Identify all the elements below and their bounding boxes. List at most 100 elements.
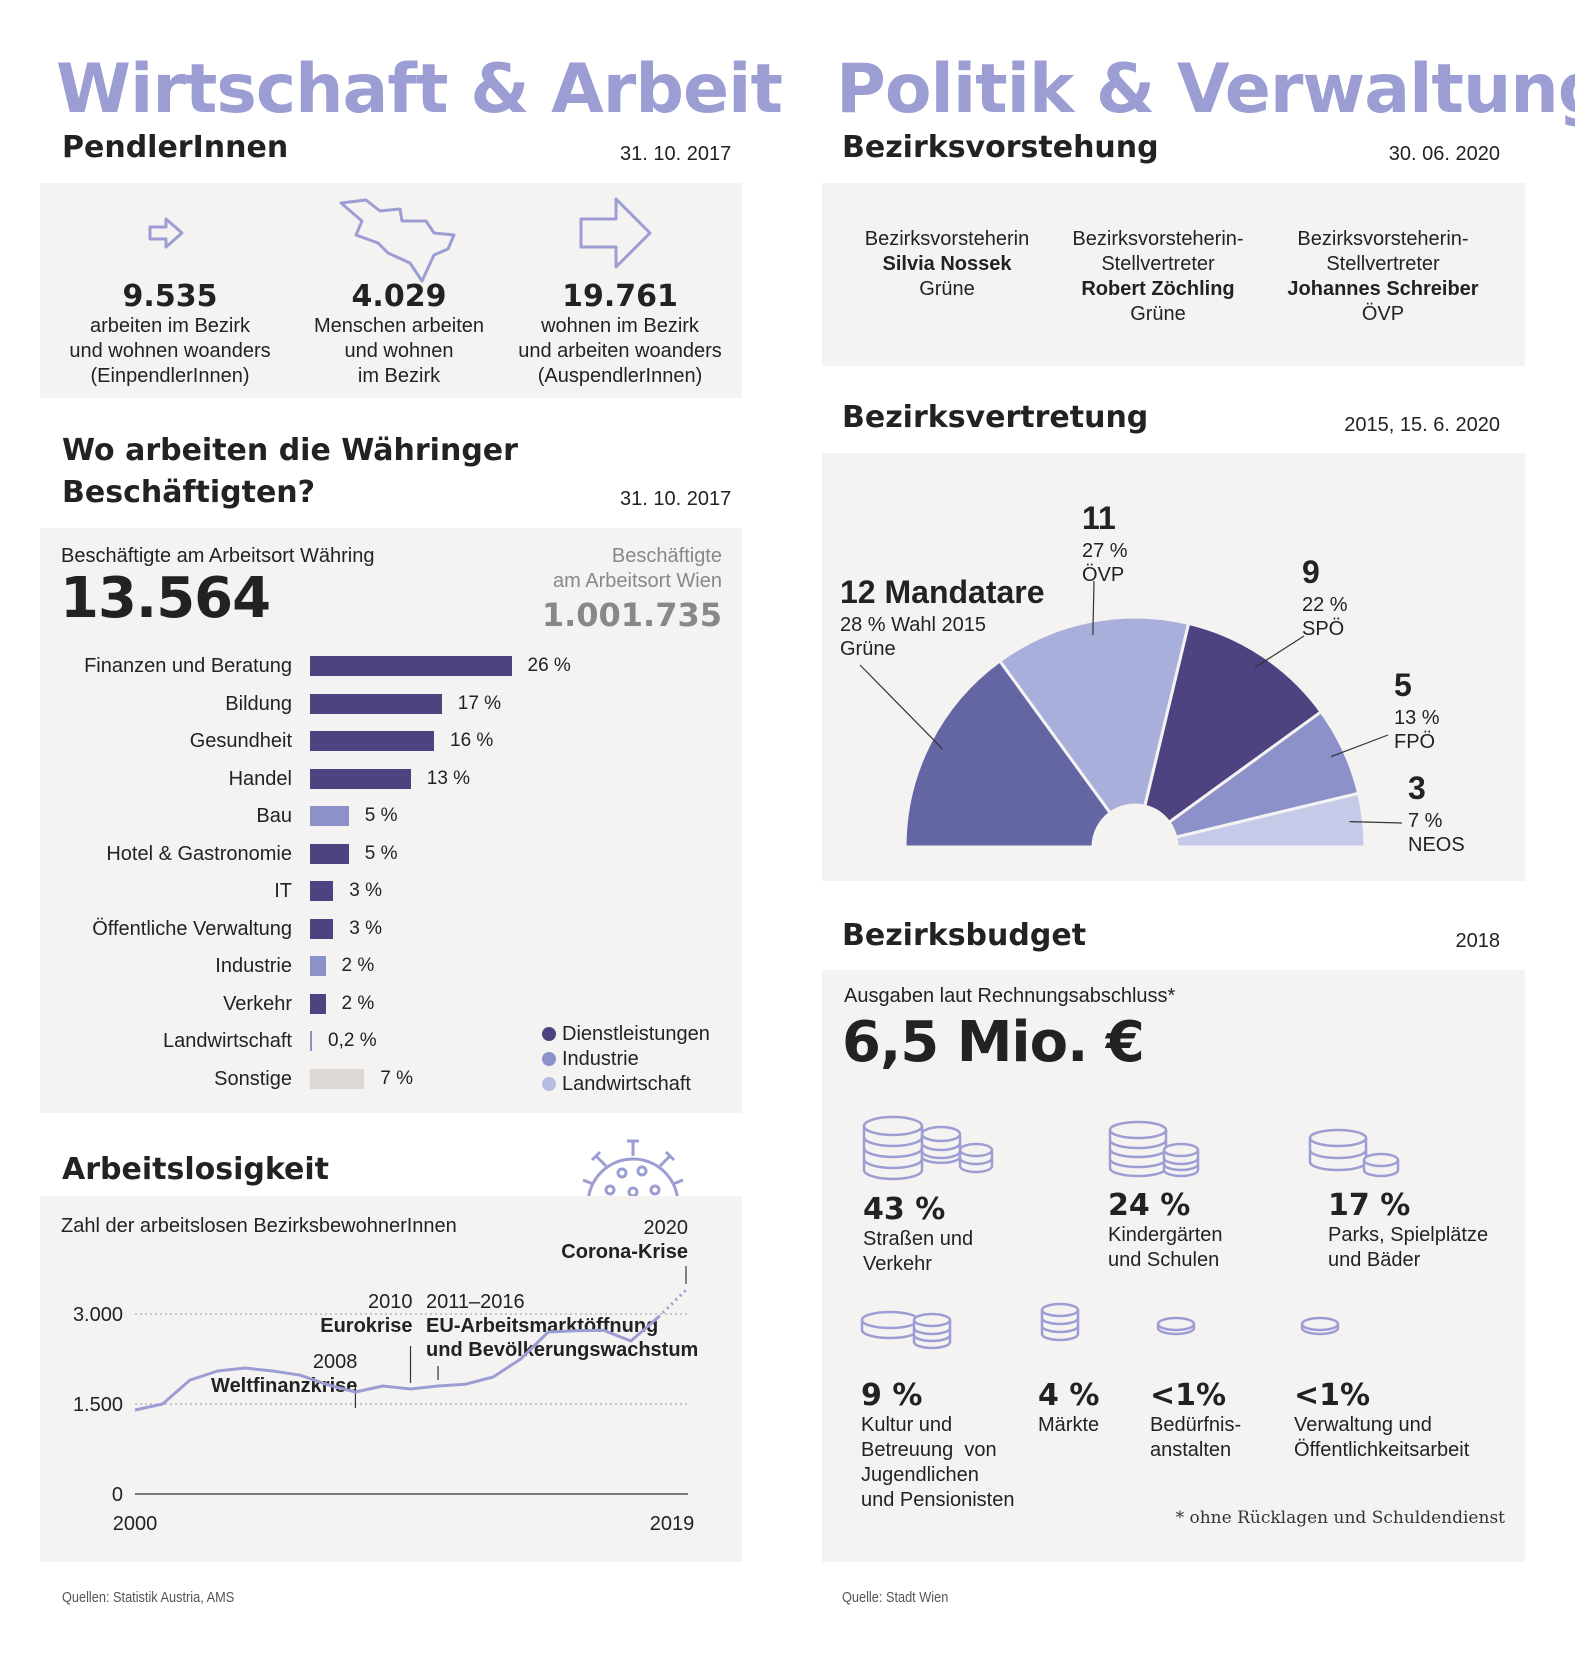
- bar-legend: Dienstleistungen Industrie Landwirtschaf…: [542, 1022, 710, 1097]
- budget-pct: 4 %: [1038, 1378, 1100, 1413]
- legend-dot: [542, 1027, 556, 1041]
- budget-label: Ausgaben laut Rechnungsabschluss*: [844, 985, 1176, 1007]
- vorstehung-heading: Bezirksvorstehung: [842, 130, 1159, 165]
- budget-text: und Pensionisten: [861, 1489, 1015, 1511]
- budget-pct: 9 %: [861, 1378, 923, 1413]
- bar-category-label: Öffentliche Verwaltung: [92, 917, 292, 940]
- pendler-out-line: wohnen im Bezirk: [541, 315, 699, 337]
- budget-text: Bedürfnis-: [1150, 1414, 1242, 1436]
- left-title: Wirtschaft & Arbeit: [56, 50, 783, 129]
- pendler-panel: 9.535 arbeiten im Bezirk und wohnen woan…: [40, 183, 742, 398]
- bar-value-label: 16 %: [450, 730, 494, 751]
- bar-category-label: Hotel & Gastronomie: [106, 842, 292, 865]
- x-tick-label: 2019: [650, 1513, 695, 1535]
- budget-item-toilets: <1% Bedürfnis- anstalten: [1150, 1378, 1241, 1463]
- vorstehung-date: 30. 06. 2020: [1388, 143, 1500, 165]
- bar: [310, 731, 434, 751]
- person-name: Robert Zöchling: [1081, 278, 1235, 300]
- pendler-local-value: 4.029: [351, 279, 447, 314]
- budget-item-schools: 24 % Kindergärten und Schulen: [1108, 1188, 1223, 1273]
- coins-stack-medium-icon: [1108, 1120, 1200, 1178]
- coins-stack-small-icon: [1308, 1128, 1400, 1178]
- pendler-local-line: im Bezirk: [357, 365, 441, 387]
- budget-text: Betreuung von: [861, 1439, 997, 1461]
- pendler-local-line: Menschen arbeiten: [313, 315, 485, 337]
- legend-item-industry: Industrie: [542, 1047, 710, 1072]
- bar-category-label: IT: [274, 880, 292, 902]
- projection-line: [657, 1288, 688, 1319]
- budget-pct: <1%: [1150, 1378, 1227, 1413]
- budget-item-culture: 9 % Kultur und Betreuung von Jugendliche…: [861, 1378, 1014, 1513]
- bar-category-label: Verkehr: [223, 992, 292, 1015]
- seat-slice-spö: [1142, 621, 1324, 825]
- pendler-heading: PendlerInnen: [62, 130, 289, 165]
- coin-single-icon: [1300, 1316, 1340, 1336]
- legend-item-services: Dienstleistungen: [542, 1022, 710, 1047]
- pendler-in-line: und wohnen woanders: [69, 340, 271, 362]
- budget-text: Kindergärten: [1108, 1224, 1223, 1246]
- coins-stack-large-icon: [862, 1115, 994, 1181]
- person-2: Bezirksvorsteherin- Stellvertreter Rober…: [1048, 227, 1268, 327]
- bar: [310, 956, 326, 976]
- bar-value-label: 17 %: [457, 692, 502, 714]
- person-role: Bezirksvorsteherin-: [1297, 228, 1469, 250]
- budget-text: Kultur und: [861, 1414, 953, 1436]
- budget-text: Verkehr: [863, 1253, 932, 1275]
- local-label: Beschäftigte am Arbeitsort Währing: [61, 545, 375, 567]
- budget-date: 2018: [1455, 930, 1501, 952]
- district-map-icon: [339, 198, 456, 283]
- budget-item-roads: 43 % Straßen und Verkehr: [863, 1192, 973, 1277]
- person-name: Johannes Schreiber: [1287, 278, 1479, 300]
- person-party: ÖVP: [1361, 303, 1405, 325]
- budget-panel: Ausgaben laut Rechnungsabschluss* 6,5 Mi…: [822, 970, 1525, 1562]
- budget-text: Verwaltung und: [1294, 1414, 1432, 1436]
- budget-pct: 17 %: [1328, 1188, 1411, 1223]
- person-party: Grüne: [1130, 303, 1186, 325]
- bar-category-label: Sonstige: [214, 1067, 292, 1090]
- pendler-item-local: 4.029 Menschen arbeiten und wohnen im Be…: [284, 279, 514, 389]
- slice-pct-label: 28 % Wahl 2015: [840, 614, 986, 636]
- person-3: Bezirksvorsteherin- Stellvertreter Johan…: [1258, 227, 1508, 327]
- slice-party-label: SPÖ: [1302, 618, 1344, 640]
- slice-leader-line: [859, 664, 943, 750]
- budget-value: 6,5 Mio. €: [842, 1010, 1145, 1075]
- slice-party-label: NEOS: [1408, 834, 1465, 856]
- bar: [310, 993, 326, 1014]
- budget-pct: 43 %: [863, 1192, 946, 1227]
- budget-heading: Bezirksbudget: [842, 918, 1087, 953]
- person-name: Silvia Nossek: [882, 253, 1012, 275]
- arrow-out-icon: [579, 197, 652, 269]
- bar-value-label: 26 %: [527, 655, 571, 676]
- slice-seats-label: 3: [1408, 770, 1426, 806]
- bar-category-label: Bau: [256, 805, 292, 827]
- person-party: Grüne: [919, 278, 975, 300]
- slice-seats-label: 5: [1394, 667, 1412, 703]
- person-1: Bezirksvorsteherin Silvia Nossek Grüne: [842, 227, 1052, 302]
- person-role: Stellvertreter: [1101, 253, 1215, 275]
- seat-slice-neos: [1174, 791, 1367, 849]
- slice-party-label: ÖVP: [1082, 564, 1124, 586]
- virus-icon: [582, 1139, 684, 1204]
- slice-party-label: Grüne: [840, 638, 896, 660]
- bar: [310, 768, 411, 789]
- person-role: Bezirksvorsteherin: [864, 228, 1030, 250]
- slice-pct-label: 13 %: [1394, 707, 1440, 729]
- seat-slice-övp: [997, 615, 1191, 816]
- unemployment-heading: Arbeitslosigkeit: [62, 1152, 329, 1187]
- bar-value-label: 7 %: [380, 1067, 413, 1089]
- annotation-label: und Bevölkerungswachstum: [426, 1339, 698, 1361]
- pendler-out-line: (AuspendlerInnen): [537, 365, 703, 387]
- budget-item-markets: 4 % Märkte: [1038, 1378, 1099, 1438]
- vorstehung-panel: Bezirksvorsteherin Silvia Nossek Grüne B…: [822, 183, 1525, 366]
- bar-value-label: 2 %: [341, 992, 375, 1014]
- bar-value-label: 13 %: [426, 767, 471, 789]
- unemployment-subtitle: Zahl der arbeitslosen BezirksbewohnerInn…: [61, 1215, 457, 1237]
- annotation-label: Weltfinanzkrise: [211, 1375, 357, 1397]
- bar-category-label: Handel: [228, 767, 292, 790]
- budget-text: und Bäder: [1328, 1249, 1421, 1271]
- vertretung-date: 2015, 15. 6. 2020: [1344, 414, 1500, 436]
- y-tick-label: 1.500: [73, 1394, 123, 1416]
- bar-value-label: 5 %: [364, 805, 398, 826]
- slice-seats-label: 11: [1082, 500, 1116, 536]
